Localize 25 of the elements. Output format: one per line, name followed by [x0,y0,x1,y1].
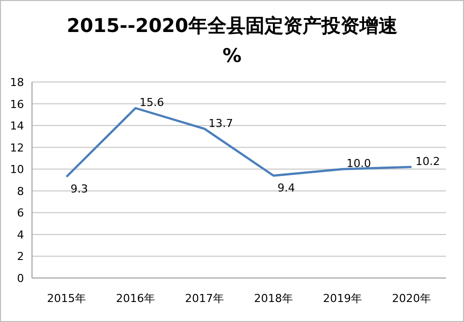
x-tick-label: 2019年 [323,292,362,305]
x-tick-label: 2015年 [47,292,86,305]
y-tick-label: 14 [10,120,24,133]
chart-title: 2015--2020年全县固定资产投资增速 [66,15,398,37]
y-tick-label: 6 [17,206,24,220]
x-tick-label: 2018年 [254,292,293,305]
chart-subtitle: % [222,45,242,67]
text: 10.2 [416,154,440,168]
x-tick-label: 2017年 [185,292,224,305]
y-tick-label: 2 [17,250,24,264]
y-tick-label: 10 [10,163,24,176]
y-tick-label: 0 [17,272,24,285]
y-tick-label: 8 [17,184,24,198]
text: 13.7 [208,116,233,130]
x-tick-label: 2020年 [392,292,431,305]
y-tick-label: 4 [17,228,24,242]
text: 9.4 [278,182,295,195]
text: 9.3 [70,182,88,196]
y-tick-label: 16 [10,98,24,111]
y-tick-label: 18 [10,76,24,89]
text: 10.0 [346,157,371,170]
line-series [65,107,413,178]
x-tick-label: 2016年 [116,292,155,305]
y-tick-label: 12 [10,141,24,154]
text: 15.6 [140,96,164,110]
